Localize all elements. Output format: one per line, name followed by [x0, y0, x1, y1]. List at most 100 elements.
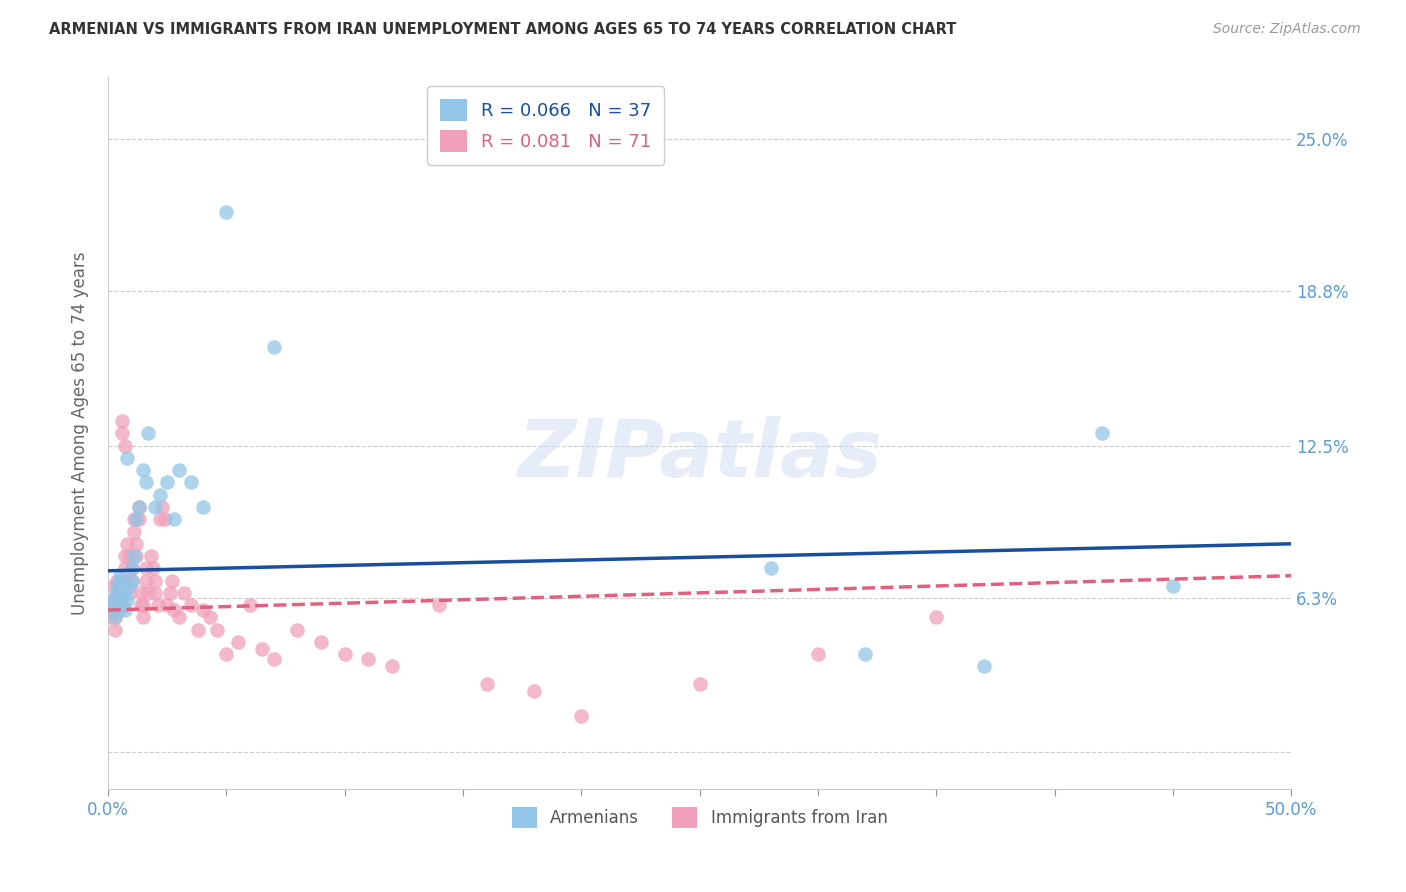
Point [108, 598, 131, 612]
Point [569, 708, 592, 723]
Point [135, 475, 157, 490]
Point [114, 603, 136, 617]
Point [108, 574, 131, 588]
Point [807, 647, 830, 661]
Point [191, 500, 214, 514]
Point [125, 537, 148, 551]
Legend: Armenians, Immigrants from Iran: Armenians, Immigrants from Iran [505, 801, 894, 834]
Point [101, 593, 124, 607]
Point [128, 500, 150, 514]
Point [475, 676, 498, 690]
Point [357, 652, 380, 666]
Point [381, 659, 404, 673]
Y-axis label: Unemployment Among Ages 65 to 74 years: Unemployment Among Ages 65 to 74 years [72, 252, 89, 615]
Point [111, 598, 134, 612]
Point [128, 500, 150, 514]
Point [191, 603, 214, 617]
Point [114, 561, 136, 575]
Point [143, 586, 166, 600]
Point [159, 586, 181, 600]
Point [163, 512, 186, 526]
Point [136, 586, 159, 600]
Point [132, 610, 155, 624]
Point [142, 561, 165, 575]
Point [128, 512, 150, 526]
Point [1091, 426, 1114, 441]
Point [111, 414, 134, 428]
Text: Source: ZipAtlas.com: Source: ZipAtlas.com [1213, 22, 1361, 37]
Point [114, 549, 136, 563]
Point [143, 574, 166, 588]
Point [118, 549, 141, 563]
Point [115, 450, 138, 465]
Point [263, 652, 285, 666]
Point [122, 549, 145, 563]
Point [108, 568, 131, 582]
Point [114, 439, 136, 453]
Point [135, 574, 157, 588]
Point [107, 574, 129, 588]
Point [125, 512, 148, 526]
Point [215, 205, 238, 219]
Point [285, 623, 308, 637]
Point [132, 463, 155, 477]
Point [121, 574, 143, 588]
Point [187, 623, 209, 637]
Point [104, 610, 127, 624]
Point [427, 598, 450, 612]
Point [121, 561, 143, 575]
Point [101, 578, 124, 592]
Point [107, 578, 129, 592]
Point [107, 586, 129, 600]
Point [167, 463, 190, 477]
Point [122, 524, 145, 539]
Point [173, 586, 195, 600]
Point [263, 340, 285, 354]
Point [205, 623, 228, 637]
Point [143, 500, 166, 514]
Point [1161, 578, 1184, 592]
Point [108, 603, 131, 617]
Point [118, 586, 141, 600]
Text: ARMENIAN VS IMMIGRANTS FROM IRAN UNEMPLOYMENT AMONG AGES 65 TO 74 YEARS CORRELAT: ARMENIAN VS IMMIGRANTS FROM IRAN UNEMPLO… [49, 22, 956, 37]
Point [149, 512, 172, 526]
Point [523, 684, 546, 698]
Point [309, 635, 332, 649]
Point [114, 586, 136, 600]
Point [118, 578, 141, 592]
Point [139, 549, 162, 563]
Point [115, 593, 138, 607]
Point [759, 561, 782, 575]
Point [101, 593, 124, 607]
Point [111, 591, 134, 605]
Point [163, 603, 186, 617]
Point [122, 512, 145, 526]
Point [115, 537, 138, 551]
Point [129, 598, 152, 612]
Point [853, 647, 876, 661]
Point [135, 561, 157, 575]
Point [149, 488, 172, 502]
Point [156, 598, 179, 612]
Point [925, 610, 948, 624]
Point [156, 475, 179, 490]
Point [121, 561, 143, 575]
Point [98, 610, 121, 624]
Point [104, 623, 127, 637]
Point [239, 598, 262, 612]
Point [215, 647, 238, 661]
Point [333, 647, 356, 661]
Point [125, 549, 148, 563]
Point [180, 475, 202, 490]
Point [160, 574, 183, 588]
Point [198, 610, 221, 624]
Point [153, 512, 176, 526]
Point [104, 603, 127, 617]
Point [136, 426, 159, 441]
Point [167, 610, 190, 624]
Point [98, 598, 121, 612]
Point [973, 659, 995, 673]
Point [111, 426, 134, 441]
Point [180, 598, 202, 612]
Point [152, 500, 174, 514]
